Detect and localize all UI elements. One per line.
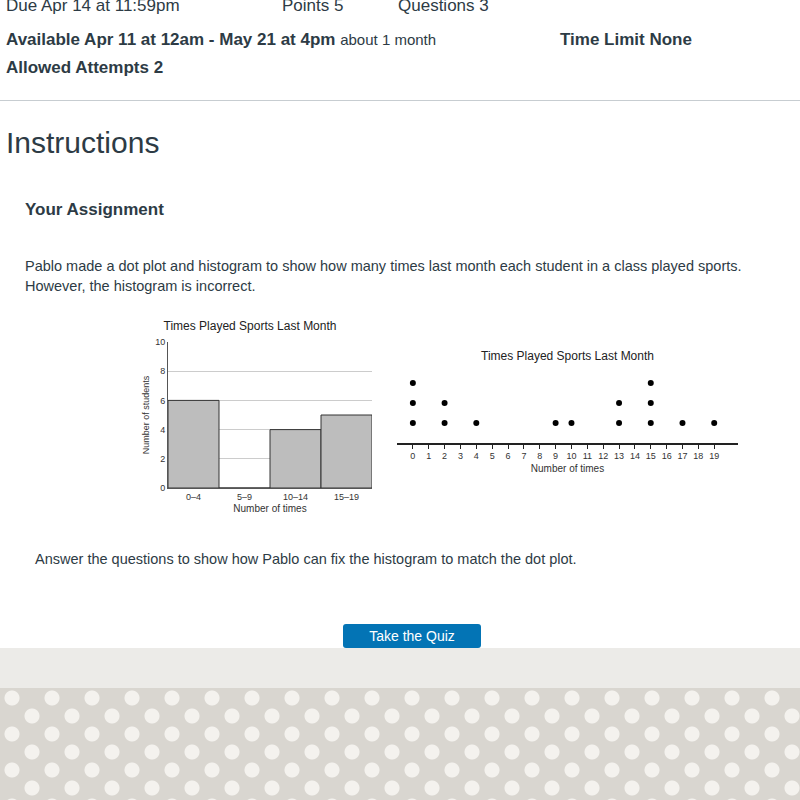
svg-text:11: 11 xyxy=(583,451,592,461)
svg-text:7: 7 xyxy=(521,451,526,461)
svg-text:5: 5 xyxy=(490,451,495,461)
svg-text:15–19: 15–19 xyxy=(334,492,359,502)
svg-text:Number of students: Number of students xyxy=(141,375,151,454)
svg-text:1: 1 xyxy=(426,451,431,461)
svg-text:0: 0 xyxy=(410,451,415,461)
svg-text:13: 13 xyxy=(614,451,624,461)
svg-text:15: 15 xyxy=(646,451,656,461)
svg-text:0: 0 xyxy=(160,483,165,493)
svg-text:Times Played Sports Last Month: Times Played Sports Last Month xyxy=(164,319,337,333)
html-text:Your Assignment: Your Assignment xyxy=(25,200,164,219)
html-text:Pablo made a dot plot and hist: Pablo made a dot plot and histogram to s… xyxy=(25,258,742,294)
svg-text:18: 18 xyxy=(693,451,703,461)
svg-text:10: 10 xyxy=(155,337,165,347)
svg-text:6: 6 xyxy=(160,396,165,406)
svg-text:2: 2 xyxy=(160,454,165,464)
svg-text:6: 6 xyxy=(506,451,511,461)
svg-text:5–9: 5–9 xyxy=(237,492,252,502)
html-text:Take the Quiz: Take the Quiz xyxy=(369,628,455,644)
svg-text:12: 12 xyxy=(598,451,608,461)
svg-text:2: 2 xyxy=(442,451,447,461)
svg-text:17: 17 xyxy=(677,451,687,461)
svg-text:16: 16 xyxy=(662,451,672,461)
svg-text:14: 14 xyxy=(630,451,640,461)
svg-text:4: 4 xyxy=(160,425,165,435)
svg-text:4: 4 xyxy=(474,451,479,461)
html-text:Answer the questions to show h: Answer the questions to show how Pablo c… xyxy=(35,551,577,567)
svg-text:Number of times: Number of times xyxy=(531,463,604,474)
svg-text:Number of times: Number of times xyxy=(233,503,306,514)
svg-text:19: 19 xyxy=(709,451,719,461)
html-text:Available Apr 11 at 12am - May: Available Apr 11 at 12am - May 21 at 4pm… xyxy=(6,30,437,49)
svg-text:10–14: 10–14 xyxy=(283,492,308,502)
svg-text:8: 8 xyxy=(160,366,165,376)
html-text:Allowed Attempts 2: Allowed Attempts 2 xyxy=(6,58,164,77)
svg-text:9: 9 xyxy=(553,451,558,461)
svg-text:8: 8 xyxy=(537,451,542,461)
svg-text:10: 10 xyxy=(566,451,576,461)
html-text:Instructions: Instructions xyxy=(6,126,160,159)
html-text:Time Limit None: Time Limit None xyxy=(560,30,692,49)
svg-text:Times Played Sports Last Month: Times Played Sports Last Month xyxy=(481,349,654,363)
svg-text:3: 3 xyxy=(458,451,463,461)
svg-text:0–4: 0–4 xyxy=(186,492,201,502)
